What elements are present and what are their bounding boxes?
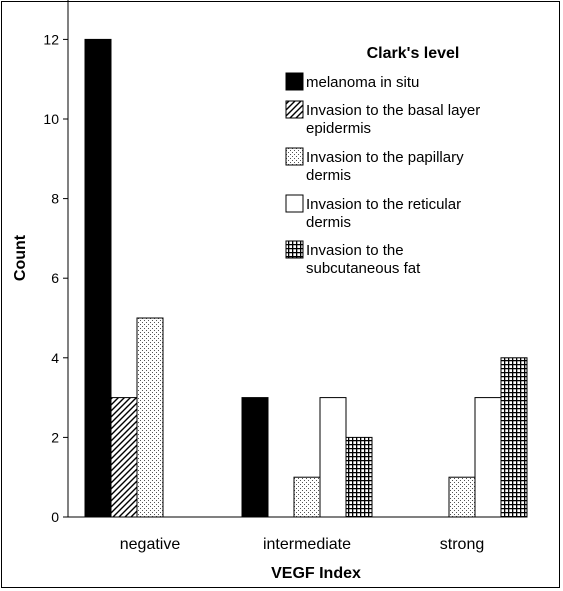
- bar-1-2: [293, 476, 321, 518]
- y-tick-label: 0: [51, 509, 59, 525]
- bar-0-0: [84, 38, 112, 518]
- legend-swatch-3: [285, 194, 304, 213]
- y-tick-label: 12: [43, 31, 59, 47]
- legend-swatch-0: [285, 72, 304, 91]
- legend: Clark's level melanoma in situ Invasion t…: [285, 45, 480, 277]
- bar-2-4: [500, 357, 528, 518]
- legend-swatch-2: [285, 147, 304, 166]
- legend-title: Clark's level: [367, 45, 460, 62]
- bar-1-0: [241, 397, 269, 518]
- x-category-label: strong: [440, 536, 484, 553]
- bars: [84, 38, 528, 518]
- x-axis-title: VEGF Index: [271, 565, 361, 582]
- y-tick-label: 10: [43, 111, 59, 127]
- y-tick-label: 4: [51, 350, 59, 366]
- bar-1-4: [345, 436, 373, 518]
- legend-label-0: melanoma in situ: [306, 74, 419, 91]
- x-category-label: intermediate: [263, 536, 351, 553]
- legend-swatch-4: [285, 240, 304, 259]
- bar-2-2: [448, 476, 476, 518]
- bar-0-2: [136, 317, 164, 518]
- legend-label-2: Invasion to the papillary dermis: [306, 149, 464, 184]
- y-tick-label: 2: [51, 429, 59, 445]
- y-axis-title: Count: [12, 234, 29, 281]
- bar-0-1: [110, 397, 138, 518]
- legend-label-4: Invasion to the subcutaneous fat: [306, 242, 421, 277]
- bar-2-3: [474, 397, 502, 518]
- legend-swatch-1: [285, 100, 304, 119]
- bar-1-3: [319, 397, 347, 518]
- legend-label-1: Invasion to the basal layer epidermis: [306, 102, 480, 137]
- x-category-labels: negative intermediate strong: [120, 536, 484, 553]
- legend-label-3: Invasion to the reticular dermis: [306, 196, 461, 231]
- y-tick-label: 8: [51, 191, 59, 207]
- y-tick-label: 6: [51, 270, 59, 286]
- y-tick-labels: 0 2 4 6 8 10 12: [43, 31, 59, 525]
- x-category-label: negative: [120, 536, 181, 553]
